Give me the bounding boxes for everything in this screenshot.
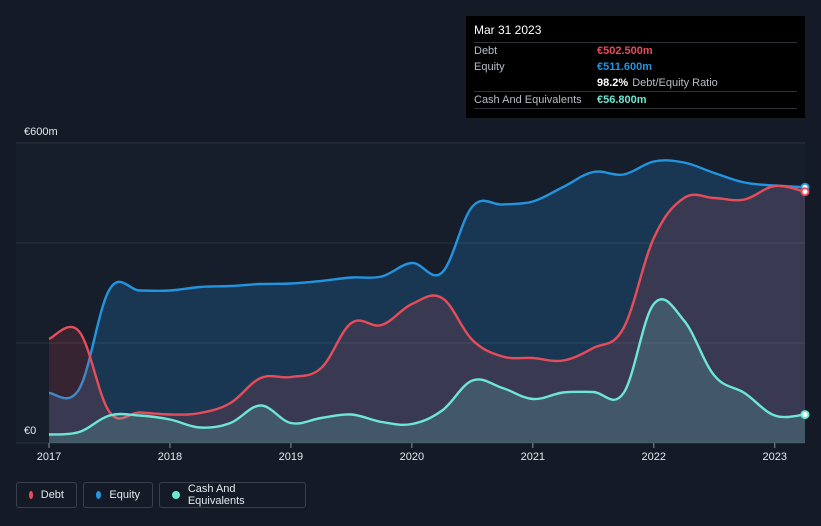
legend-equity-label: Equity [109,489,140,501]
tooltip-equity-row: Equity €511.600m [474,59,797,75]
x-tick-label-2017: 2017 [36,451,62,463]
y-axis-zero-label: €0 [24,425,37,437]
legend-debt-label: Debt [40,489,64,501]
equity-area [49,160,805,444]
tooltip-debt-row: Debt €502.500m [474,42,797,59]
debt-end-marker [800,187,810,197]
tooltip-ratio-spacer [474,75,597,91]
tooltip-ratio-row: 98.2% Debt/Equity Ratio [474,75,797,91]
debt-area [49,185,805,443]
y-axis-max-label: €600m [24,126,58,138]
tooltip-ratio-label: Debt/Equity Ratio [632,77,718,89]
legend-cash[interactable]: Cash And Equivalents [159,482,306,508]
x-tick-label-2021: 2021 [520,451,546,463]
tooltip-date: Mar 31 2023 [474,23,542,37]
legend-equity-dot-icon [96,491,102,499]
cash-end-marker [800,410,810,420]
tooltip-debt-value: €502.500m [597,45,653,57]
debt-line [48,184,806,420]
x-tick-label-2018: 2018 [157,451,183,463]
x-tick-label-2022: 2022 [641,451,667,463]
tooltip-equity-value: €511.600m [597,61,653,73]
plot-area [16,143,805,443]
x-tick-label-2019: 2019 [278,451,304,463]
cash-line [48,298,806,436]
tooltip-equity-label: Equity [474,61,505,73]
tooltip-ratio-value: 98.2% [597,77,629,89]
tooltip-cash-label: Cash And Equivalents [474,94,582,106]
cash-area [49,299,805,443]
end-markers [800,182,810,420]
gridlines [16,142,805,448]
legend-debt-dot-icon [29,491,33,499]
x-tick-label-2020: 2020 [399,451,425,463]
tooltip-debt-label: Debt [474,45,498,57]
legend-debt[interactable]: Debt [16,482,77,508]
equity-line [48,159,806,400]
tooltip-cash-value: €56.800m [597,94,647,106]
legend-equity[interactable]: Equity [83,482,153,508]
series-layer [48,159,806,444]
legend-cash-label: Cash And Equivalents [187,483,245,507]
legend-cash-dot-icon [172,491,180,499]
x-tick-label-2023: 2023 [762,451,787,463]
legend: Debt Equity Cash And Equivalents [16,482,306,508]
tooltip: Mar 31 2023 Debt €502.500m Equity €511.6… [466,16,805,118]
tooltip-cash-row: Cash And Equivalents €56.800m [474,91,797,109]
